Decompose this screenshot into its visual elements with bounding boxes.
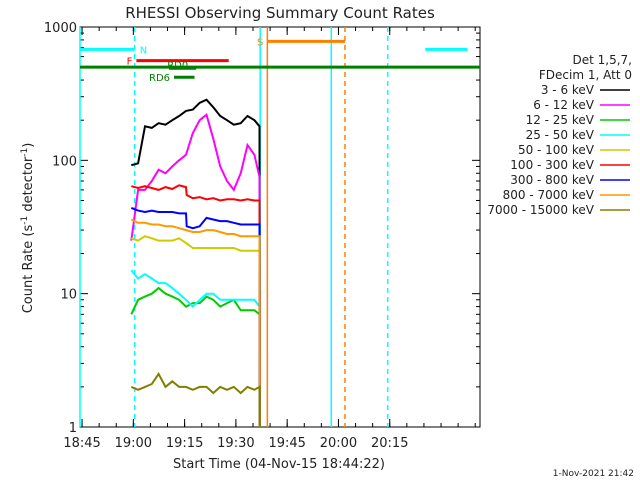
legend-header-detectors: Det 1,5,7,	[573, 53, 633, 67]
y-tick-label: 1000	[44, 21, 77, 36]
x-tick-label: 19:45	[268, 436, 305, 451]
legend-entry-label: 3 - 6 keV	[541, 83, 595, 97]
x-tick-label: 19:00	[115, 436, 152, 451]
x-tick-label: 19:30	[217, 436, 254, 451]
series-line	[131, 184, 261, 428]
legend-entry-label: 7000 - 15000 keV	[487, 203, 594, 217]
y-axis-label-exponent: -1	[20, 148, 30, 157]
series-line	[130, 371, 261, 428]
flag-bar-label: RD6	[149, 73, 170, 84]
series-line	[130, 218, 261, 428]
flag-bar-label: S	[257, 37, 263, 48]
y-axis-label-part: )	[21, 143, 36, 148]
legend-entry-label: 25 - 50 keV	[526, 128, 595, 142]
flag-bar-label: F	[127, 57, 133, 68]
y-axis-label-part: Count Rate (s	[21, 225, 36, 314]
y-axis-label-part: detector	[21, 156, 36, 216]
legend-entry-label: 300 - 800 keV	[510, 173, 594, 187]
x-tick-label: 20:15	[371, 436, 408, 451]
legend-header-decimation: FDecim 1, Att 0	[539, 68, 632, 82]
x-tick-label: 18:45	[63, 436, 100, 451]
chart-title: RHESSI Observing Summary Count Rates	[125, 4, 435, 22]
x-tick-label: 19:15	[166, 436, 203, 451]
series-line	[130, 206, 261, 428]
legend-entry-label: 100 - 300 keV	[510, 158, 594, 172]
plot-area: 1 10 100 1000 18:45 19:00 19:15 19:30 19:45 20:00…	[44, 21, 481, 451]
legend-entry-label: 12 - 25 keV	[526, 113, 595, 127]
y-axis-label-exponent: -1	[20, 216, 30, 225]
series-line	[130, 235, 261, 428]
y-tick-label: 100	[52, 154, 77, 169]
legend-entry-label: 50 - 100 keV	[518, 143, 595, 157]
flag-bar-label: N	[140, 45, 147, 56]
x-axis-label: Start Time (04-Nov-15 18:44:22)	[173, 457, 385, 472]
y-tick-label: 1	[69, 421, 77, 436]
legend-entry-label: 6 - 12 keV	[533, 98, 595, 112]
y-tick-label: 10	[60, 288, 77, 303]
generation-timestamp: 1-Nov-2021 21:42	[553, 469, 634, 479]
series-line	[130, 269, 261, 428]
x-tick-label: 20:00	[320, 436, 357, 451]
series-line	[130, 112, 261, 428]
series-line	[131, 98, 261, 428]
y-axis-label: Count Rate (s-1 detector-1)	[20, 143, 36, 314]
series-line	[130, 286, 261, 428]
legend-entry-label: 800 - 7000 keV	[503, 188, 595, 202]
